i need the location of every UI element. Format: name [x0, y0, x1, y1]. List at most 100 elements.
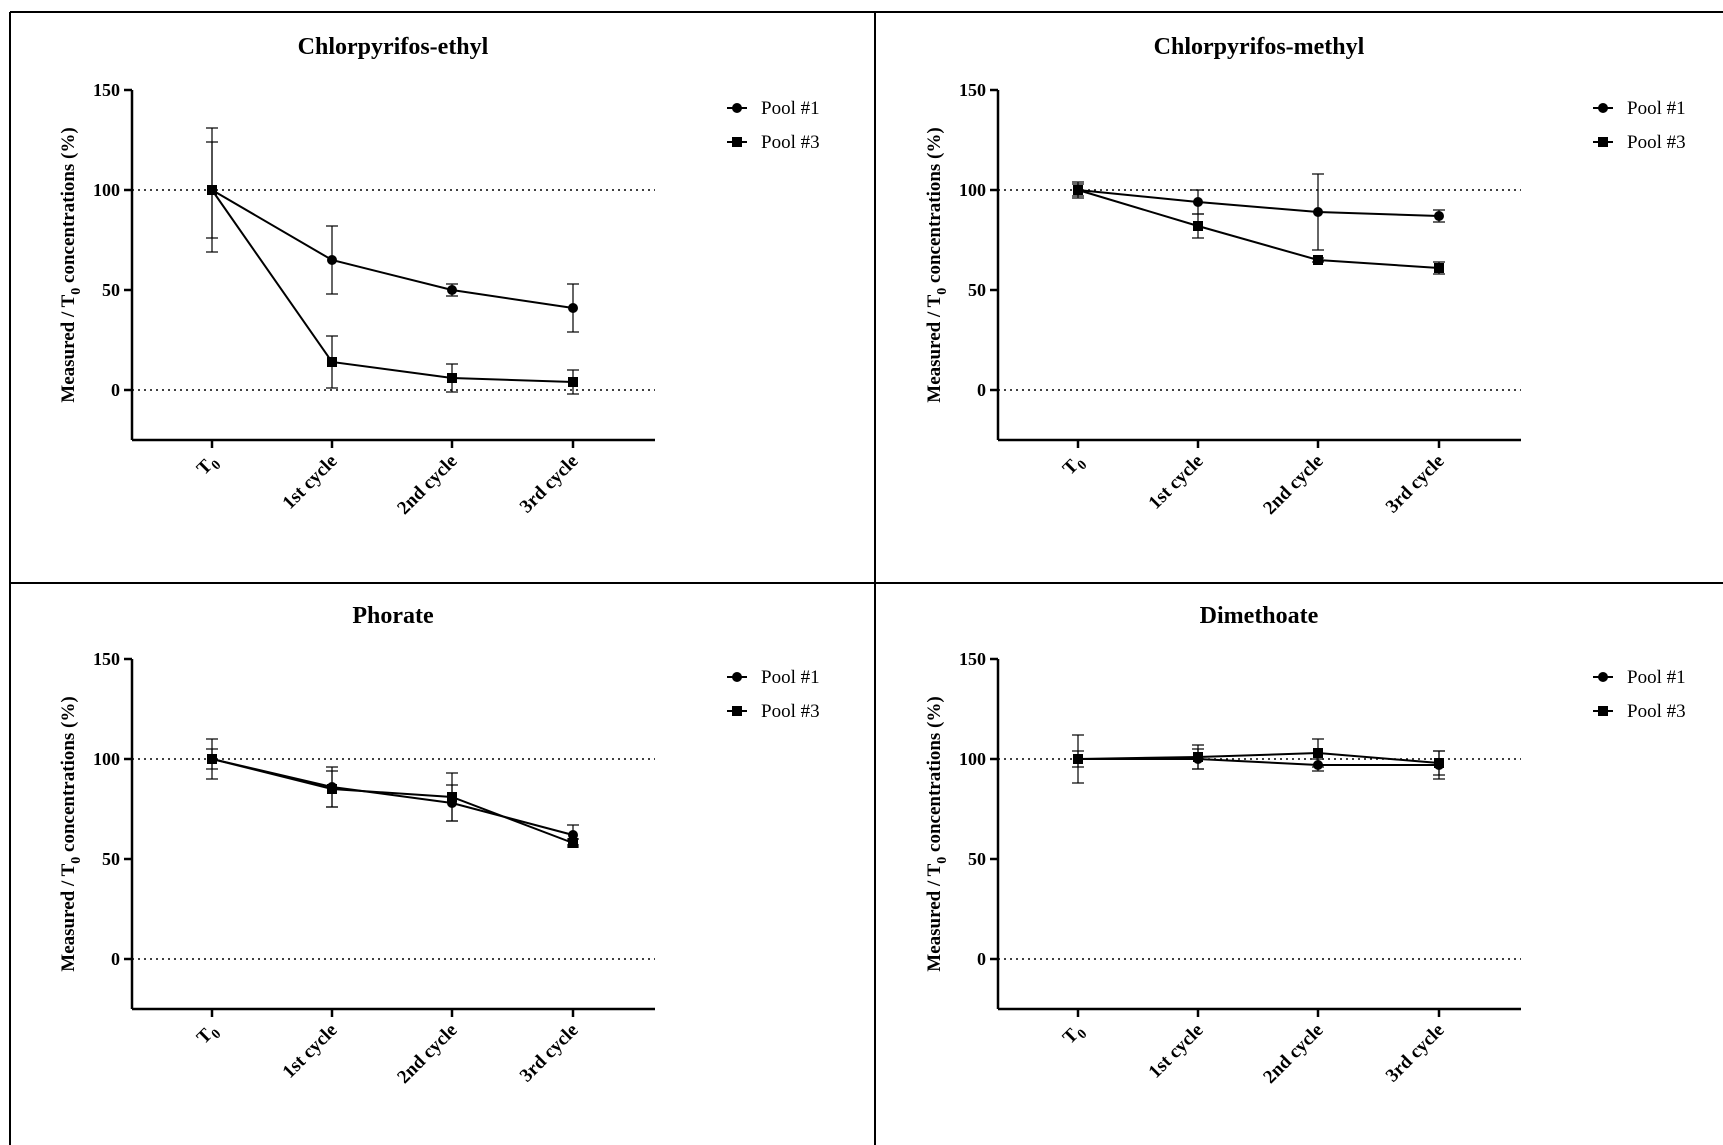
- y-axis-label-part: Measured / T: [924, 863, 945, 971]
- legend-marker-circle: [1598, 672, 1608, 682]
- y-tick-label: 0: [977, 380, 986, 400]
- y-tick-label: 150: [959, 649, 986, 669]
- legend-marker-square: [732, 706, 742, 716]
- data-point-square: [447, 373, 457, 383]
- x-tick-label: 1st cycle: [1145, 1020, 1208, 1083]
- series-line: [1078, 758, 1439, 766]
- data-point-square: [327, 357, 337, 367]
- x-tick-label: 2nd cycle: [393, 451, 461, 519]
- y-tick-label: 150: [93, 649, 120, 669]
- series-line: [1077, 751, 1440, 764]
- y-axis-label-part: concentrations (%): [58, 696, 79, 856]
- y-axis-label: Measured / T0 concentrations (%): [58, 127, 84, 402]
- y-axis-label-part: concentrations (%): [58, 127, 79, 287]
- x-tick-label: T0: [1059, 451, 1091, 483]
- y-axis-label-subscript: 0: [69, 857, 84, 864]
- data-point-circle: [327, 255, 337, 265]
- legend-label: Pool #3: [761, 701, 820, 722]
- legend-marker-square: [1598, 137, 1608, 147]
- x-tick-label: 2nd cycle: [1259, 1020, 1327, 1088]
- legend-label: Pool #1: [1627, 667, 1686, 688]
- y-axis-label-part: Measured / T: [58, 863, 79, 971]
- y-tick-label: 100: [93, 180, 120, 200]
- legend-marker-circle: [1598, 103, 1608, 113]
- data-point-square: [568, 838, 578, 848]
- series-line: [211, 189, 574, 309]
- data-point-square: [207, 185, 217, 195]
- data-point-square: [1313, 255, 1323, 265]
- x-tick-label: 2nd cycle: [393, 1020, 461, 1088]
- data-point-square: [1073, 754, 1083, 764]
- y-tick-label: 50: [968, 280, 986, 300]
- chart-panel-2: Chlorpyrifos-methyl 0 50 100 150 Measured / T…: [924, 34, 1686, 519]
- y-tick-label: 50: [968, 849, 986, 869]
- series-line: [211, 189, 574, 383]
- x-tick-label: 3rd cycle: [516, 451, 583, 518]
- data-point-circle: [1313, 207, 1323, 217]
- y-tick-label: 0: [111, 949, 120, 969]
- x-tick-label: 2nd cycle: [1259, 451, 1327, 519]
- legend-label: Pool #3: [1627, 132, 1686, 153]
- chart-title: Chlorpyrifos-methyl: [1154, 34, 1365, 60]
- data-point-square: [1313, 748, 1323, 758]
- data-point-square: [207, 754, 217, 764]
- y-tick-label: 100: [959, 180, 986, 200]
- y-axis-label-subscript: 0: [935, 288, 950, 295]
- y-tick-label: 150: [93, 80, 120, 100]
- y-axis-label-part: Measured / T: [924, 294, 945, 402]
- x-tick-label: T0: [193, 451, 225, 483]
- chart-title: Phorate: [352, 603, 434, 629]
- x-tick-label: 3rd cycle: [516, 1020, 583, 1087]
- data-point-circle: [568, 303, 578, 313]
- y-axis-label: Measured / T0 concentrations (%): [924, 696, 950, 971]
- chart-panel-4: Dimethoate 0 50 100 150 Measured / T0 concent…: [924, 603, 1686, 1088]
- legend-label: Pool #3: [1627, 701, 1686, 722]
- x-tick-label: 1st cycle: [1145, 451, 1208, 514]
- data-point-square: [1434, 263, 1444, 273]
- y-axis-label: Measured / T0 concentrations (%): [924, 127, 950, 402]
- data-point-square: [1073, 185, 1083, 195]
- y-axis-label-subscript: 0: [935, 857, 950, 864]
- x-tick-label: 3rd cycle: [1382, 451, 1449, 518]
- series-line: [1077, 189, 1440, 217]
- y-axis-label-part: concentrations (%): [924, 127, 945, 287]
- series-line: [211, 758, 574, 836]
- legend-marker-circle: [732, 672, 742, 682]
- y-tick-label: 0: [977, 949, 986, 969]
- y-tick-label: 150: [959, 80, 986, 100]
- legend-label: Pool #3: [761, 132, 820, 153]
- data-point-square: [1193, 221, 1203, 231]
- x-tick-label: 1st cycle: [279, 451, 342, 514]
- y-tick-label: 100: [959, 749, 986, 769]
- data-point-circle: [1193, 197, 1203, 207]
- data-point-circle: [568, 830, 578, 840]
- y-axis-label: Measured / T0 concentrations (%): [58, 696, 84, 971]
- legend-label: Pool #1: [761, 667, 820, 688]
- x-tick-label: T0: [193, 1020, 225, 1052]
- series-line: [211, 758, 574, 844]
- legend-marker-square: [1598, 706, 1608, 716]
- data-point-square: [447, 792, 457, 802]
- x-tick-label: T0: [1059, 1020, 1091, 1052]
- y-tick-label: 50: [102, 849, 120, 869]
- legend-marker-square: [732, 137, 742, 147]
- x-tick-label: 1st cycle: [279, 1020, 342, 1083]
- data-point-circle: [1434, 211, 1444, 221]
- y-tick-label: 0: [111, 380, 120, 400]
- legend-marker-circle: [732, 103, 742, 113]
- data-point-square: [1434, 758, 1444, 768]
- y-axis-label-part: Measured / T: [58, 294, 79, 402]
- data-point-circle: [447, 285, 457, 295]
- legend-label: Pool #1: [1627, 98, 1686, 119]
- legend-label: Pool #1: [761, 98, 820, 119]
- x-tick-label: 3rd cycle: [1382, 1020, 1449, 1087]
- y-axis-label-subscript: 0: [69, 288, 84, 295]
- y-tick-label: 100: [93, 749, 120, 769]
- chart-title: Chlorpyrifos-ethyl: [298, 34, 489, 60]
- series-line: [1077, 189, 1440, 269]
- data-point-square: [327, 784, 337, 794]
- chart-title: Dimethoate: [1200, 603, 1319, 629]
